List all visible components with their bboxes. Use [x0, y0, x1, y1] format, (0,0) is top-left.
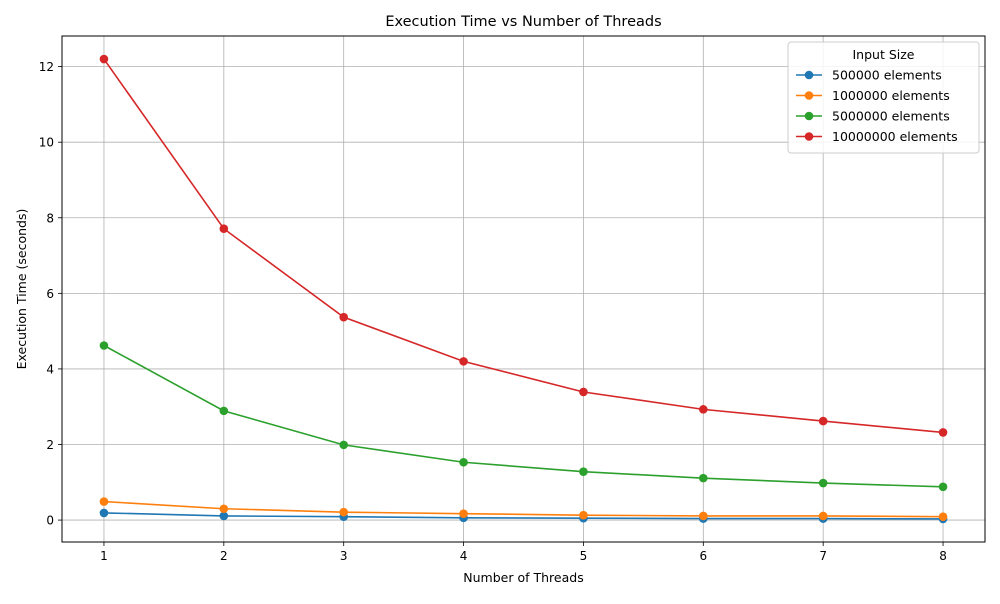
data-point — [219, 224, 229, 234]
data-point — [818, 478, 828, 488]
legend-entry: 1000000 elements — [796, 88, 950, 103]
data-point — [339, 440, 348, 450]
data-point — [459, 457, 468, 467]
y-tick-label: 12 — [39, 60, 54, 74]
x-axis-label: Number of Threads — [463, 570, 583, 585]
data-point — [219, 406, 229, 416]
data-point — [219, 511, 229, 521]
legend-swatch-marker — [804, 91, 814, 100]
y-tick-label: 2 — [46, 438, 54, 452]
data-point — [99, 497, 109, 506]
data-point — [699, 405, 708, 414]
data-point — [99, 341, 109, 350]
data-point — [339, 507, 348, 517]
plot-area-frame — [61, 35, 986, 543]
data-point — [938, 512, 948, 521]
series-line — [103, 58, 944, 434]
legend-box — [787, 41, 980, 154]
series-3 — [99, 54, 948, 437]
legend-label: 500000 elements — [832, 68, 942, 83]
y-tick-label: 0 — [46, 514, 54, 528]
data-point — [579, 467, 588, 477]
x-tick-label: 8 — [939, 549, 947, 563]
legend-label: 10000000 elements — [832, 129, 958, 144]
data-point — [459, 357, 468, 366]
legend-swatch-marker — [804, 132, 814, 141]
data-point — [818, 416, 828, 426]
data-point — [579, 387, 588, 397]
data-point — [99, 508, 109, 518]
data-point — [699, 473, 708, 483]
series-line — [103, 500, 944, 518]
series-line — [103, 344, 944, 488]
x-tick-label: 6 — [699, 549, 707, 563]
x-tick-label: 7 — [819, 549, 827, 563]
y-tick-label: 8 — [46, 211, 54, 225]
legend-title: Input Size — [853, 47, 915, 62]
data-point — [99, 54, 109, 64]
data-point — [938, 428, 948, 437]
x-tick-label: 5 — [580, 549, 588, 563]
y-tick-label: 10 — [39, 136, 54, 150]
legend-swatch-marker — [804, 70, 814, 80]
y-tick-label: 4 — [46, 362, 54, 376]
data-point — [579, 510, 588, 520]
data-point — [699, 511, 708, 521]
legend-entries: 500000 elements 1000000 elements 5000000 e… — [796, 68, 958, 144]
legend-label: 1000000 elements — [832, 88, 950, 103]
x-tick-label: 3 — [340, 549, 348, 563]
y-axis-label: Execution Time (seconds) — [14, 209, 29, 370]
legend-entry: 10000000 elements — [796, 129, 958, 144]
chart-title: Execution Time vs Number of Threads — [385, 14, 661, 30]
x-tick-label: 4 — [460, 549, 468, 563]
x-tick-label: 2 — [220, 549, 228, 563]
data-point — [219, 504, 229, 514]
data-point — [459, 509, 468, 518]
y-tick-label: 6 — [46, 287, 54, 301]
x-tick-label: 1 — [100, 549, 108, 563]
series-line — [103, 512, 944, 520]
series-1 — [99, 497, 948, 521]
data-point — [938, 482, 948, 492]
data-point — [818, 511, 828, 521]
legend-entry: 500000 elements — [796, 68, 942, 83]
series-lines — [99, 54, 948, 524]
legend-entry: 5000000 elements — [796, 109, 950, 124]
legend-label: 5000000 elements — [832, 109, 950, 124]
series-2 — [99, 341, 948, 492]
data-point — [339, 312, 348, 322]
legend-swatch-marker — [804, 111, 814, 121]
legend: Input Size 500000 elements 1000000 elemen… — [787, 41, 980, 154]
